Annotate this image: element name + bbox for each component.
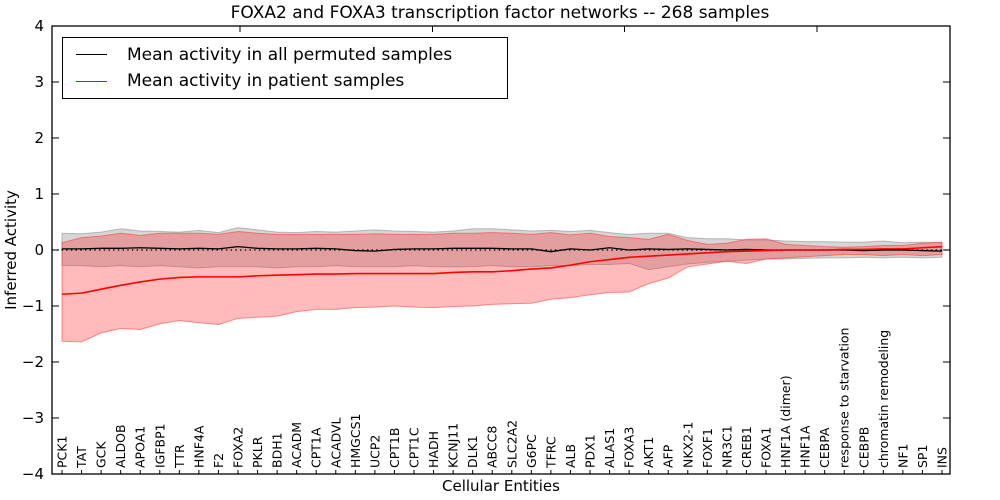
legend-entry-permuted: Mean activity in all permuted samples <box>76 45 507 65</box>
x-tick-label: PCK1 <box>55 436 70 468</box>
x-tick-label: BDH1 <box>270 432 285 468</box>
x-tick-label: FOXA2 <box>231 427 246 468</box>
x-tick-label: TAT <box>74 446 89 469</box>
x-tick-label: HMGCS1 <box>348 414 363 469</box>
x-tick-label: KCNJ11 <box>446 423 461 468</box>
x-tick-label: HADH <box>426 431 441 468</box>
legend-label-patient: Mean activity in patient samples <box>127 71 405 92</box>
x-tick-label: HNF4A <box>191 425 206 468</box>
x-tick-label: CPT1C <box>407 427 422 468</box>
legend-box: Mean activity in all permuted samples Me… <box>62 37 508 99</box>
x-tick-label: AFP <box>661 444 676 468</box>
x-tick-label: ACADVL <box>328 417 343 468</box>
x-tick-label: GCK <box>94 441 109 468</box>
x-tick-label: CEBPB <box>856 427 871 468</box>
patient-mean-line <box>61 245 943 296</box>
x-tick-label: FOXF1 <box>700 428 715 468</box>
x-tick-label: ALAS1 <box>602 428 617 468</box>
x-tick-label: PKLR <box>250 436 265 468</box>
x-tick-label: NKX2-1 <box>680 421 695 468</box>
x-tick-label: TFRC <box>543 436 558 469</box>
x-tick-label: SP1 <box>915 445 930 468</box>
x-tick-label: FOXA3 <box>622 427 637 468</box>
y-tick-label: −1 <box>22 297 44 315</box>
y-axis-label: Inferred Activity <box>2 190 20 310</box>
x-tick-label: NR3C1 <box>719 425 734 468</box>
x-tick-label: F2 <box>211 453 226 468</box>
y-tick-label: −3 <box>22 409 44 427</box>
plot-border <box>51 25 951 475</box>
x-tick-label: ABCC8 <box>485 426 500 468</box>
y-tick-label: −4 <box>22 465 44 483</box>
y-tick-label: −2 <box>22 353 44 371</box>
x-tick-label: CREB1 <box>739 426 754 468</box>
x-tick-label: PDX1 <box>583 434 598 468</box>
x-tick-label: ALB <box>563 444 578 468</box>
x-tick-label: IGFBP1 <box>152 423 167 468</box>
x-tick-label: SLC2A2 <box>504 420 519 468</box>
x-tick-label: CPT1B <box>387 428 402 468</box>
x-tick-label: AKT1 <box>641 437 656 468</box>
x-tick-label: CEBPA <box>817 427 832 468</box>
x-tick-label: DLK1 <box>465 435 480 468</box>
x-tick-label: TTR <box>172 444 187 469</box>
x-tick-label: FOXA1 <box>759 427 774 468</box>
x-tick-label: ACADM <box>289 422 304 468</box>
y-tick-label: 4 <box>34 17 44 35</box>
chart-title: FOXA2 and FOXA3 transcription factor net… <box>230 3 770 23</box>
patient-band <box>61 231 943 343</box>
y-tick-label: 0 <box>34 241 44 259</box>
x-tick-label: response to starvation <box>837 328 852 469</box>
y-tick-label: 3 <box>34 73 44 91</box>
x-tick-label: HNF1A <box>798 425 813 468</box>
permuted-line-swatch <box>76 54 107 56</box>
x-tick-label: HNF1A (dimer) <box>778 375 793 468</box>
x-tick-label: NF1 <box>895 444 910 469</box>
x-tick-label: UCP2 <box>367 435 382 468</box>
x-axis-label: Cellular Entities <box>442 477 560 495</box>
patient-line-swatch <box>76 80 107 82</box>
x-tick-label: G6PC <box>524 434 539 468</box>
x-tick-label: INS <box>935 447 950 468</box>
x-tick-label: chromatin remodeling <box>876 330 891 468</box>
x-tick-label: ALDOB <box>113 424 128 468</box>
y-tick-label: 2 <box>34 129 44 147</box>
y-tick-label: 1 <box>34 185 44 203</box>
legend-label-permuted: Mean activity in all permuted samples <box>127 44 453 65</box>
x-tick-label: APOA1 <box>133 426 148 468</box>
legend-entry-patient: Mean activity in patient samples <box>76 71 507 91</box>
x-tick-label: CPT1A <box>309 427 324 468</box>
